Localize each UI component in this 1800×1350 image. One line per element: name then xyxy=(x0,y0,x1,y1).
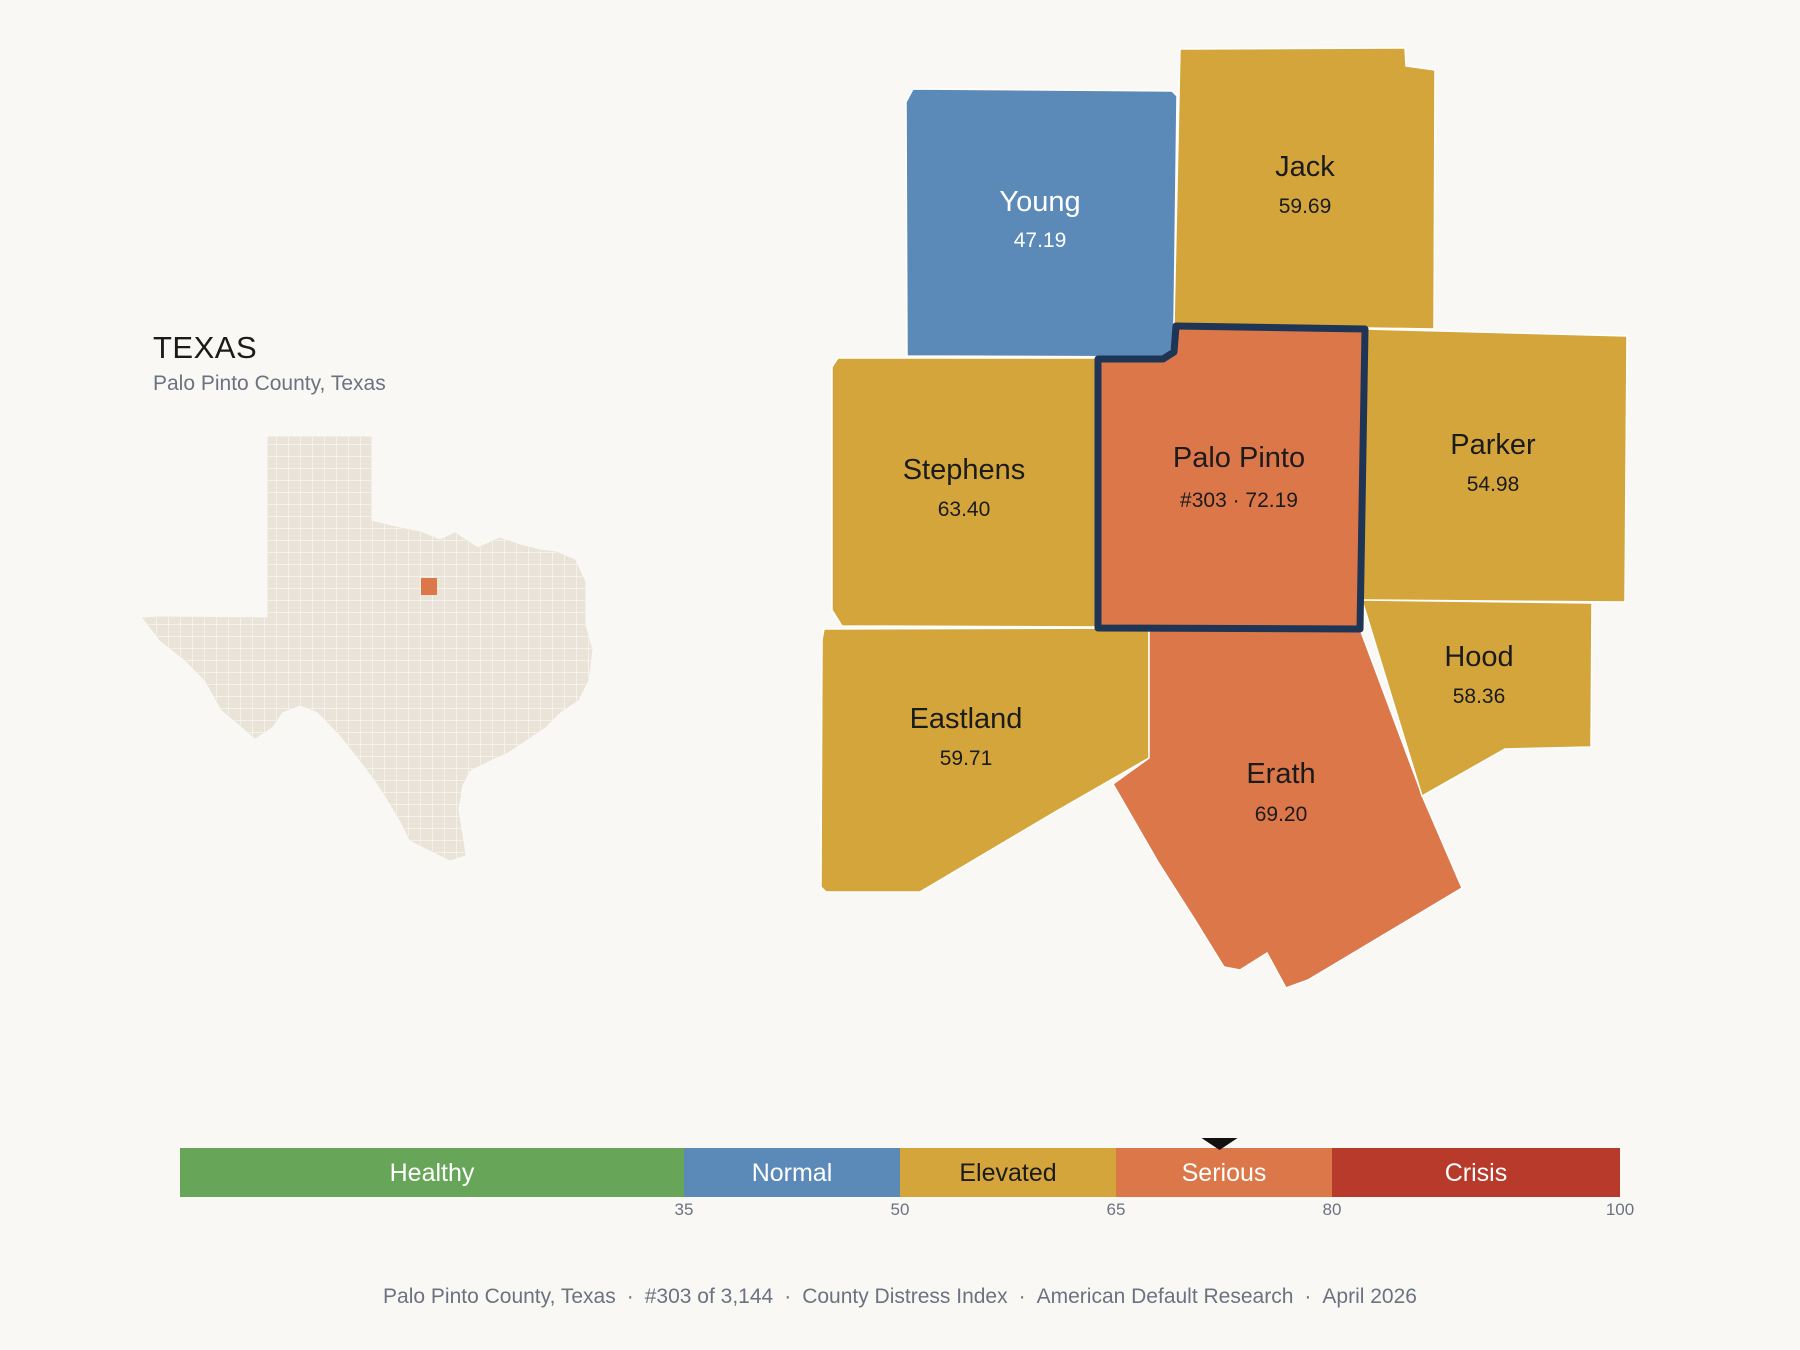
scale-segment-label: Crisis xyxy=(1445,1159,1508,1187)
county-value: 59.71 xyxy=(940,747,993,770)
county-map xyxy=(820,47,1628,989)
scale-segment-label: Serious xyxy=(1182,1159,1267,1187)
county-young[interactable] xyxy=(905,88,1178,358)
footer-index-name: County Distress Index xyxy=(802,1285,1008,1308)
county-value: 59.69 xyxy=(1279,195,1332,218)
footer-county: Palo Pinto County, Texas xyxy=(383,1285,616,1308)
county-label: Young xyxy=(999,186,1080,218)
county-value: 47.19 xyxy=(1014,229,1067,252)
state-title: TEXAS xyxy=(153,330,258,365)
scale-segment-serious xyxy=(1116,1148,1332,1197)
county-label: Parker xyxy=(1450,429,1536,461)
county-value: 54.98 xyxy=(1467,473,1520,496)
state-subtitle: Palo Pinto County, Texas xyxy=(153,372,386,395)
scale-tick-label: 100 xyxy=(1606,1200,1634,1219)
county-labels: Young 47.19 Jack 59.69 Stephens 63.40 Pa… xyxy=(903,151,1536,826)
county-label: Hood xyxy=(1444,641,1513,673)
county-label: Palo Pinto xyxy=(1173,442,1305,474)
county-value: 69.20 xyxy=(1255,803,1308,826)
scale-segment-normal xyxy=(684,1148,900,1197)
scale-segment-label: Normal xyxy=(752,1159,833,1187)
county-parker[interactable] xyxy=(1361,328,1628,603)
footer-date: April 2026 xyxy=(1322,1285,1417,1308)
palo-pinto-locator-marker xyxy=(421,578,437,595)
county-hood[interactable] xyxy=(1360,599,1593,798)
scale-segment-label: Elevated xyxy=(959,1159,1056,1187)
texas-locator-map xyxy=(142,436,593,861)
scale-tick-label: 80 xyxy=(1323,1200,1342,1219)
county-value: #303 · 72.19 xyxy=(1180,489,1298,512)
scale-tick-label: 50 xyxy=(891,1200,910,1219)
county-jack[interactable] xyxy=(1173,47,1436,330)
scale-segment-healthy xyxy=(180,1148,684,1197)
distress-scale: Healthy Normal Elevated Serious Crisis 35 50 65… xyxy=(180,1148,1634,1219)
footer: Palo Pinto County, Texas · #303 of 3,144 · C… xyxy=(383,1285,1417,1308)
county-erath[interactable] xyxy=(1112,628,1463,989)
footer-source: American Default Research xyxy=(1036,1285,1294,1308)
scale-segment-crisis xyxy=(1332,1148,1620,1197)
county-value: 63.40 xyxy=(938,498,991,521)
county-value: 58.36 xyxy=(1453,685,1506,708)
scale-tick-label: 65 xyxy=(1107,1200,1126,1219)
scale-segment-label: Healthy xyxy=(390,1159,475,1187)
county-label: Stephens xyxy=(903,454,1026,486)
county-palo-pinto[interactable] xyxy=(1097,325,1366,630)
selected-county-outline xyxy=(1094,322,1369,633)
scale-tick-label: 35 xyxy=(675,1200,694,1219)
county-label: Eastland xyxy=(910,703,1023,735)
county-label: Erath xyxy=(1246,758,1315,790)
county-stephens[interactable] xyxy=(831,357,1099,628)
footer-rank: #303 of 3,144 xyxy=(644,1285,774,1308)
scale-segment-elevated xyxy=(900,1148,1116,1197)
scale-marker-arrow xyxy=(1201,1138,1238,1150)
county-label: Jack xyxy=(1275,151,1335,183)
